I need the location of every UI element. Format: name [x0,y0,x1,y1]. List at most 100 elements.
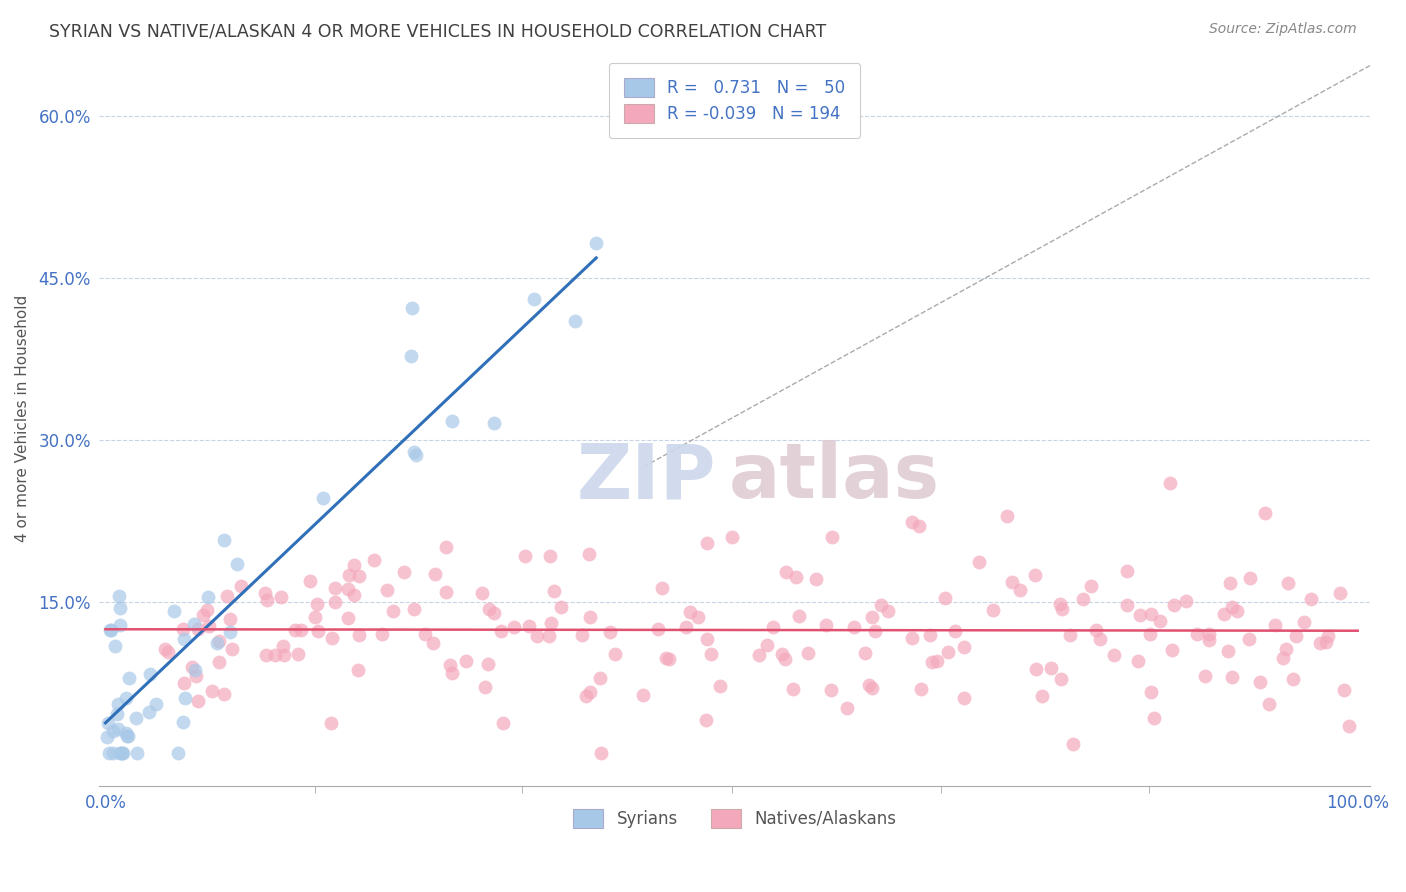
Point [1316,628,1339,642]
Point [918,628,941,642]
Point [208,656,231,670]
Text: Source: ZipAtlas.com: Source: ZipAtlas.com [1209,22,1357,37]
Point [197,590,219,604]
Point [1140,607,1163,622]
Point [1213,607,1236,622]
Point [858,678,880,692]
Point [1253,507,1275,521]
Y-axis label: 4 or more Vehicles in Household: 4 or more Vehicles in Household [15,294,30,541]
Point [173,632,195,646]
Point [440,665,463,680]
Point [1049,597,1071,611]
Point [1084,623,1107,637]
Point [1080,579,1102,593]
Point [814,617,837,632]
Point [218,612,240,626]
Point [981,603,1004,617]
Point [787,609,810,624]
Point [270,590,292,604]
Point [474,680,496,694]
Point [290,623,312,637]
Point [910,682,932,697]
Point [218,624,240,639]
Point [337,567,360,582]
Point [375,583,398,598]
Point [1185,627,1208,641]
Point [264,648,287,663]
Point [585,236,607,251]
Text: ZIP: ZIP [576,440,716,514]
Point [183,617,205,632]
Point [471,585,494,599]
Point [1149,614,1171,628]
Point [655,650,678,665]
Point [1249,675,1271,690]
Point [658,652,681,666]
Point [105,707,128,722]
Point [953,690,976,705]
Point [107,589,129,603]
Point [205,636,228,650]
Point [97,716,120,731]
Point [337,611,360,625]
Point [155,642,177,657]
Point [564,314,586,328]
Point [425,566,447,581]
Point [226,558,249,572]
Point [517,619,540,633]
Point [108,601,131,615]
Point [1333,683,1355,698]
Point [307,624,329,638]
Point [107,722,129,736]
Point [284,624,307,638]
Point [323,595,346,609]
Point [1031,689,1053,703]
Point [870,599,893,613]
Point [173,691,195,706]
Point [631,689,654,703]
Point [436,541,458,555]
Point [1143,711,1166,725]
Point [775,566,797,580]
Point [675,620,697,634]
Point [1272,651,1295,665]
Point [1218,644,1240,658]
Point [100,623,122,637]
Point [271,639,294,653]
Point [491,624,513,639]
Point [98,623,121,637]
Point [172,714,194,729]
Point [1071,592,1094,607]
Point [860,610,883,624]
Point [579,684,602,698]
Point [191,607,214,622]
Point [187,622,209,636]
Point [1198,626,1220,640]
Point [1220,670,1243,684]
Point [820,682,842,697]
Point [1025,662,1047,676]
Point [115,726,138,740]
Point [399,349,422,363]
Point [307,597,329,611]
Point [138,667,160,681]
Point [184,669,207,683]
Point [1219,575,1241,590]
Text: SYRIAN VS NATIVE/ALASKAN 4 OR MORE VEHICLES IN HOUSEHOLD CORRELATION CHART: SYRIAN VS NATIVE/ALASKAN 4 OR MORE VEHIC… [49,22,827,40]
Point [110,747,132,761]
Point [187,694,209,708]
Point [515,549,537,563]
Point [138,705,160,719]
Point [589,672,612,686]
Point [1285,629,1308,643]
Point [1198,633,1220,648]
Point [221,642,243,657]
Point [323,581,346,595]
Point [1315,635,1337,649]
Point [1160,643,1182,657]
Point [934,591,956,606]
Point [1309,636,1331,650]
Point [1163,598,1185,612]
Point [599,625,621,640]
Point [720,530,742,544]
